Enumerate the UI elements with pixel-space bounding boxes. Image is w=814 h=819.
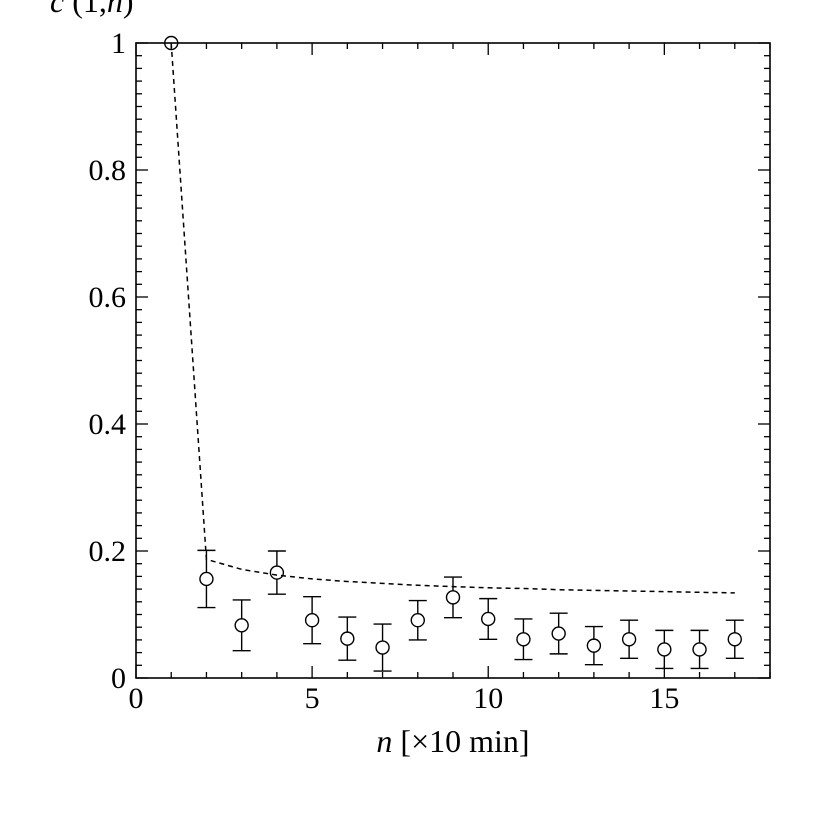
x-axis-title: n [×10 min] (376, 723, 529, 759)
data-point (445, 590, 461, 605)
plot-layer (135, 42, 771, 679)
x-tick-label: 10 (473, 682, 503, 715)
y-tick-label: 0 (111, 662, 126, 695)
y-axis-title: c (1,n) (50, 0, 134, 19)
x-tick-label: 15 (649, 682, 679, 715)
dashed-fit-line (170, 42, 735, 594)
data-point (375, 640, 390, 655)
data-point (234, 618, 249, 633)
data-point (481, 611, 496, 627)
y-tick-label: 0.4 (89, 408, 127, 441)
y-tick-label: 0.2 (89, 535, 127, 568)
data-point (269, 565, 285, 580)
data-point (410, 613, 425, 628)
x-tick-label: 5 (305, 682, 320, 715)
data-layer (164, 35, 744, 672)
data-point (551, 626, 566, 641)
data-point (199, 571, 214, 587)
data-point (657, 642, 672, 657)
y-tick-label: 0.6 (89, 281, 127, 314)
data-point (164, 35, 179, 51)
y-tick-label: 1 (111, 27, 126, 60)
data-point (586, 638, 602, 653)
text-layer: 0 5 10 15 0 0.2 0.4 0.6 0.8 1 n [×10 min] c (1,n) (50, 0, 679, 759)
y-tick-label: 0.8 (89, 154, 127, 187)
x-tick-label: 0 (129, 682, 144, 715)
data-point (516, 632, 531, 647)
data-point (304, 613, 320, 628)
data-point (692, 642, 707, 657)
data-point (727, 632, 742, 647)
data-point (340, 631, 355, 646)
data-point (621, 632, 637, 647)
